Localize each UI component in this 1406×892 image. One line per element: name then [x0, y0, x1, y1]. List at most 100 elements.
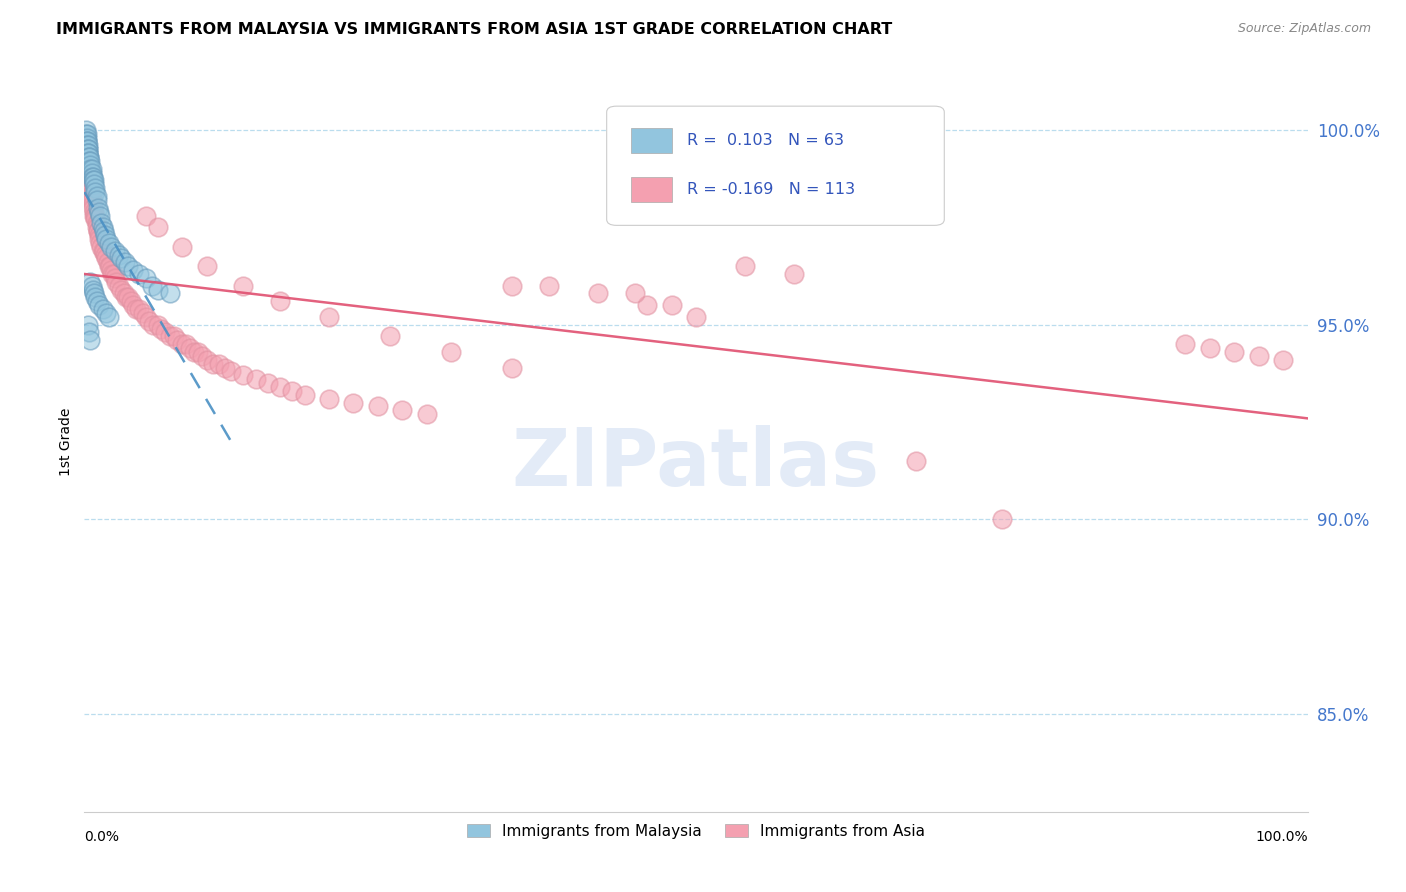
Point: [94, 227, 117, 242]
Point: [440, 345, 463, 359]
Point: [1247, 349, 1270, 363]
Point: [100, 263, 122, 277]
Point: [104, 244, 127, 258]
Point: [83, 173, 105, 187]
Point: [82, 169, 104, 184]
Y-axis label: 1st Grade: 1st Grade: [59, 408, 73, 475]
Point: [538, 278, 561, 293]
Point: [80, 193, 103, 207]
Point: [87, 224, 110, 238]
Legend: Immigrants from Malaysia, Immigrants from Asia: Immigrants from Malaysia, Immigrants fro…: [461, 817, 931, 845]
Point: [90, 216, 112, 230]
Point: [76, 127, 98, 141]
Point: [257, 376, 280, 390]
Point: [79, 189, 101, 203]
Point: [77, 138, 100, 153]
Point: [84, 212, 107, 227]
Point: [416, 407, 439, 421]
Point: [93, 224, 115, 238]
Point: [84, 209, 107, 223]
Point: [1223, 345, 1246, 359]
Point: [96, 232, 118, 246]
Point: [141, 278, 163, 293]
Point: [294, 388, 316, 402]
Point: [89, 235, 111, 250]
Point: [77, 142, 100, 156]
Point: [214, 360, 236, 375]
Point: [77, 178, 100, 192]
Point: [77, 142, 100, 156]
Point: [624, 286, 647, 301]
FancyBboxPatch shape: [631, 128, 672, 153]
Point: [86, 189, 108, 203]
Text: 0.0%: 0.0%: [84, 830, 120, 844]
Point: [86, 216, 108, 230]
Point: [87, 224, 110, 238]
Point: [367, 400, 389, 414]
Point: [79, 153, 101, 168]
Point: [159, 329, 181, 343]
Point: [91, 301, 114, 316]
Point: [135, 209, 157, 223]
Point: [77, 181, 100, 195]
Point: [77, 150, 100, 164]
Point: [97, 259, 120, 273]
Point: [90, 240, 112, 254]
Point: [342, 395, 364, 409]
Point: [87, 232, 110, 246]
Point: [142, 318, 165, 332]
Point: [269, 380, 291, 394]
Point: [153, 326, 176, 340]
Point: [110, 252, 132, 266]
Point: [183, 345, 205, 359]
Point: [191, 349, 214, 363]
Point: [77, 146, 100, 161]
Point: [110, 283, 132, 297]
Point: [734, 259, 756, 273]
Point: [132, 306, 155, 320]
Point: [128, 301, 150, 316]
Point: [94, 247, 117, 261]
Point: [77, 173, 100, 187]
Point: [104, 271, 127, 285]
Point: [117, 290, 139, 304]
Point: [107, 247, 129, 261]
Point: [120, 294, 142, 309]
Point: [163, 329, 186, 343]
Point: [76, 138, 98, 153]
Point: [128, 267, 150, 281]
Point: [80, 161, 103, 176]
Point: [146, 283, 169, 297]
Point: [146, 220, 169, 235]
Point: [107, 278, 129, 293]
Point: [79, 333, 101, 347]
Point: [82, 173, 104, 187]
Point: [83, 209, 105, 223]
Point: [219, 364, 242, 378]
Point: [172, 337, 194, 351]
Point: [586, 286, 609, 301]
Point: [87, 227, 110, 242]
Point: [79, 161, 101, 176]
Point: [89, 209, 111, 223]
Point: [82, 197, 104, 211]
Point: [80, 166, 103, 180]
Point: [77, 150, 100, 164]
Point: [76, 135, 98, 149]
Point: [84, 185, 107, 199]
Point: [172, 240, 194, 254]
Point: [82, 283, 104, 297]
Point: [783, 267, 806, 281]
Point: [905, 454, 928, 468]
Point: [80, 189, 103, 203]
Point: [83, 178, 105, 192]
Point: [86, 294, 108, 309]
Text: R = -0.169   N = 113: R = -0.169 N = 113: [688, 182, 855, 197]
Point: [1272, 352, 1295, 367]
Point: [122, 263, 145, 277]
Text: R =  0.103   N = 63: R = 0.103 N = 63: [688, 133, 844, 148]
Point: [195, 352, 218, 367]
Point: [77, 153, 100, 168]
FancyBboxPatch shape: [606, 106, 945, 226]
Point: [1174, 337, 1197, 351]
